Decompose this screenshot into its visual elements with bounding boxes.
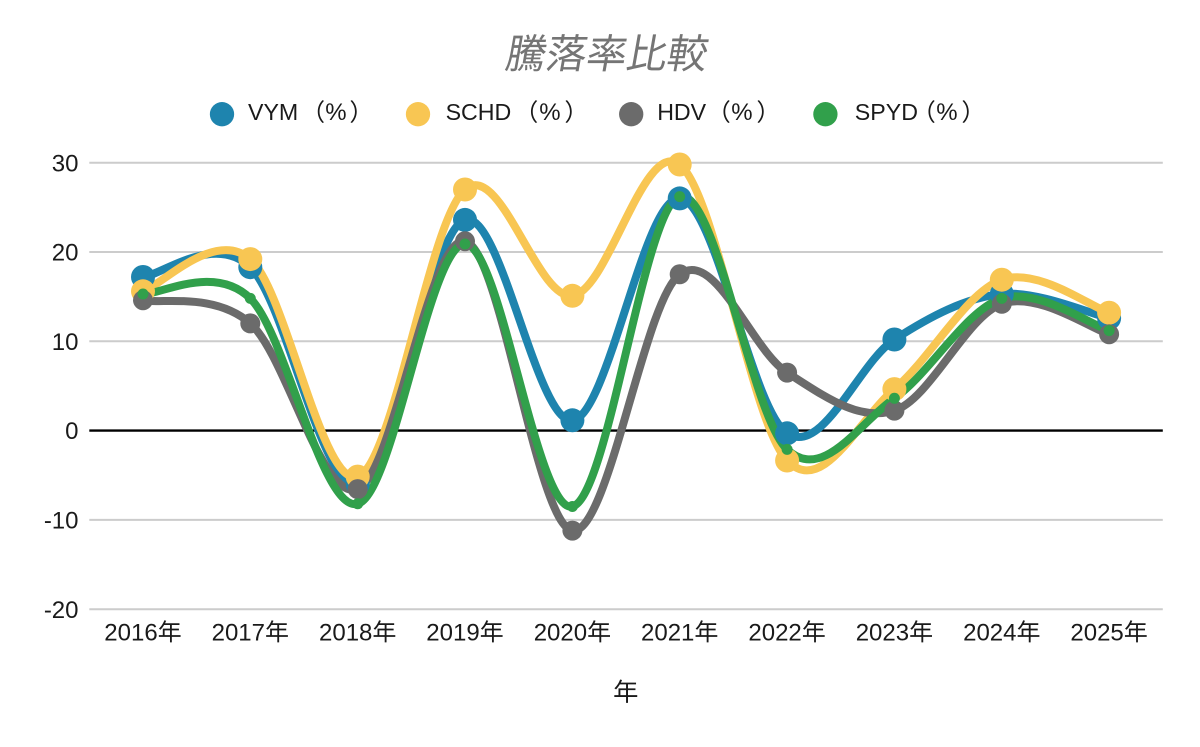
- svg-text:2025: 2025: [1070, 620, 1123, 647]
- svg-text:20: 20: [52, 240, 79, 267]
- svg-text:-20: -20: [44, 597, 79, 624]
- svg-text:2021: 2021: [641, 620, 694, 647]
- svg-text:2016: 2016: [104, 620, 157, 647]
- svg-text:SPYD: SPYD: [855, 99, 918, 125]
- svg-text:2022: 2022: [748, 620, 801, 647]
- svg-text:SCHD: SCHD: [446, 99, 512, 125]
- svg-text:10: 10: [52, 329, 79, 356]
- svg-text:HDV: HDV: [657, 99, 706, 125]
- svg-text:2019: 2019: [426, 620, 479, 647]
- svg-text:%: %: [731, 99, 752, 126]
- svg-text:-10: -10: [44, 508, 79, 535]
- svg-text:2024: 2024: [963, 620, 1016, 647]
- svg-text:2020: 2020: [534, 620, 587, 647]
- svg-text:VYM: VYM: [248, 99, 298, 125]
- svg-text:30: 30: [52, 150, 79, 177]
- svg-text:0: 0: [65, 418, 78, 445]
- svg-text:2017: 2017: [212, 620, 265, 647]
- svg-text:%: %: [539, 99, 560, 126]
- svg-text:%: %: [936, 99, 957, 126]
- svg-text:2023: 2023: [856, 620, 909, 647]
- svg-text:2018: 2018: [319, 620, 372, 647]
- svg-text:%: %: [325, 99, 346, 126]
